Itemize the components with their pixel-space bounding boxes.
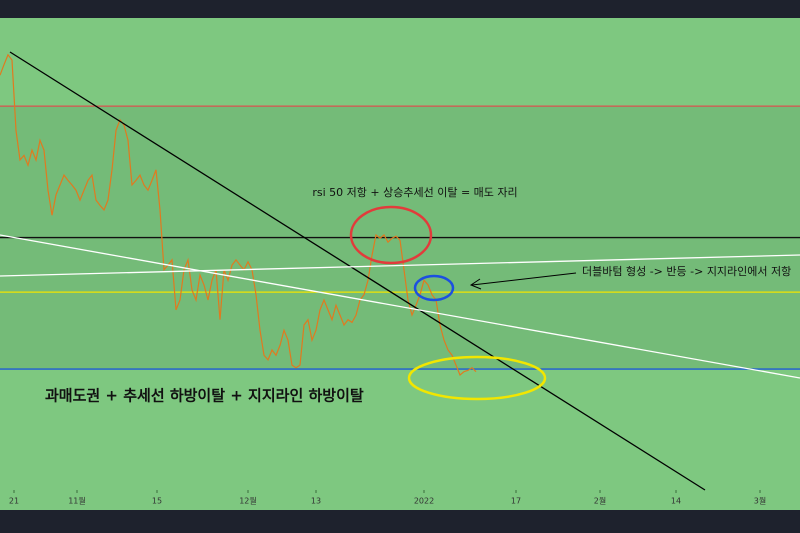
annotation: 더블바텀 형성 -> 반등 -> 지지라인에서 저항 (582, 265, 791, 278)
top-bar (0, 0, 800, 18)
circle-marker (349, 205, 433, 265)
rsi-line (0, 53, 477, 376)
x-tick-label: 2월 (594, 496, 606, 506)
trendline (0, 234, 800, 379)
annotation: rsi 50 저항 + 상승추세선 이탈 = 매도 자리 (312, 186, 517, 199)
x-tick-label: 2022 (414, 497, 434, 506)
x-tick-label: 11월 (68, 496, 86, 506)
arrow-head (469, 278, 482, 290)
circle-marker (413, 274, 455, 302)
trendline (9, 51, 706, 491)
arrow (471, 272, 577, 286)
x-tick-label: 17 (511, 497, 521, 506)
trendline (0, 254, 800, 277)
x-tick-label: 3월 (754, 496, 766, 506)
x-tick-label: 21 (9, 497, 19, 506)
circle-marker (407, 355, 547, 401)
x-tick-label: 13 (311, 497, 321, 506)
x-tick-label: 15 (152, 497, 162, 506)
annotation: 과매도권 + 추세선 하방이탈 + 지지라인 하방이탈 (45, 387, 364, 405)
bottom-bar (0, 510, 800, 533)
x-tick-label: 14 (671, 497, 681, 506)
x-tick-label: 12월 (239, 496, 257, 506)
